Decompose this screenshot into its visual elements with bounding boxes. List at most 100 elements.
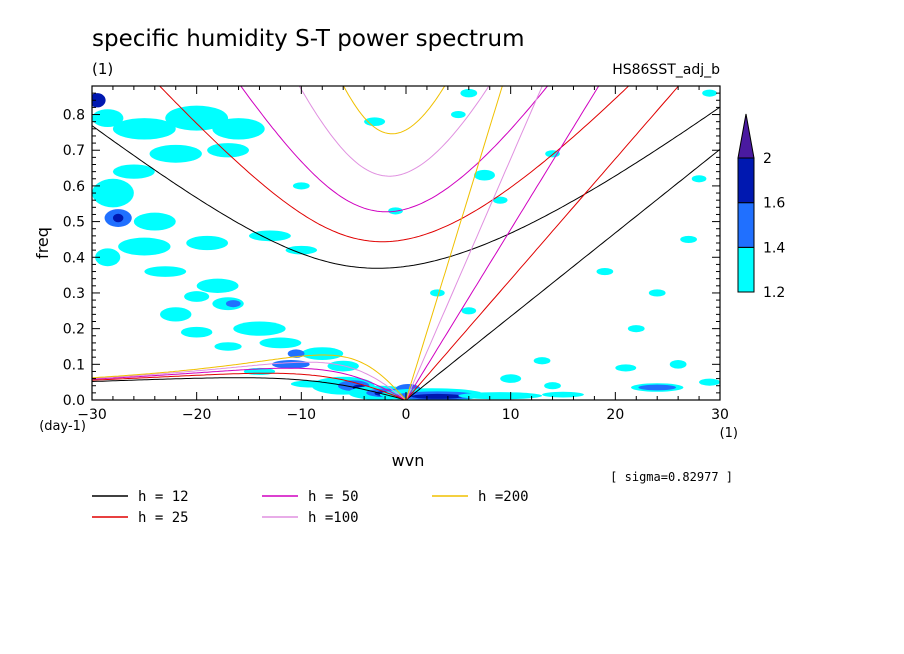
legend-label: h = 50 (308, 489, 359, 505)
contour-blob-46 (544, 382, 561, 390)
chart-subtitle-left: (1) (92, 60, 113, 78)
colorbar-label: 1.4 (763, 240, 785, 256)
rossby-curve-h12 (92, 377, 407, 400)
contour-blob-13 (95, 248, 121, 267)
colorbar-label: 1.2 (763, 285, 785, 301)
chart-title: specific humidity S-T power spectrum (92, 26, 524, 52)
contour-blob-7 (112, 164, 155, 179)
kelvin-curve-h25 (405, 86, 680, 400)
x-tick-label: 20 (606, 407, 624, 423)
contour-blob-42 (411, 393, 464, 399)
plot-frame (91, 85, 721, 401)
contour-blob-61 (451, 110, 466, 119)
contour-blob-55 (596, 267, 614, 276)
y-tick-label: 0.0 (63, 393, 85, 409)
x-tick-label: −20 (182, 407, 212, 423)
contour-blob-57 (461, 307, 477, 315)
contour-blob-64 (292, 182, 310, 190)
contour-blob-12 (118, 237, 171, 256)
contour-blob-51 (669, 360, 687, 369)
x-tick-label: 10 (502, 407, 520, 423)
chart-subtitle-right: HS86SST_adj_b (612, 62, 720, 78)
contour-blob-20 (196, 278, 239, 293)
sigma-note: [ sigma=0.82977 ] (610, 470, 733, 484)
contour-blob-27 (301, 347, 344, 361)
y-tick-label: 0.5 (63, 215, 85, 231)
legend-label: h = 12 (138, 489, 189, 505)
contour-blob-65 (691, 175, 707, 183)
contour-blob-2 (112, 118, 176, 140)
ig-curve-h12 (92, 106, 720, 269)
legend-label: h =200 (478, 489, 529, 505)
contour-blob-26 (259, 337, 302, 349)
contour-blob-15 (186, 235, 229, 251)
colorbar-box-1 (737, 202, 755, 248)
colorbar-label: 1.6 (763, 196, 785, 212)
contour-blob-56 (680, 235, 697, 244)
contour-blob-58 (430, 289, 445, 297)
kelvin-curve-h200 (405, 86, 503, 400)
axis-ticks: −30 −20 −10 0 10 20 30 0.0 0.1 0.2 0.3 0.4 0.5 0.6 0.7… (63, 86, 729, 423)
kelvin-curve-h50 (405, 86, 600, 400)
colorbar-box-2 (737, 157, 755, 204)
contour-blob-6 (207, 143, 249, 158)
contour-blob-22 (225, 300, 241, 308)
contour-blob-44 (542, 391, 584, 398)
contour-blob-19 (184, 291, 210, 302)
contour-blob-50 (615, 364, 637, 372)
contour-blob-3 (165, 105, 229, 131)
contour-blob-59 (474, 169, 495, 181)
y-tick-label: 0.8 (63, 108, 85, 124)
contour-blob-54 (648, 289, 666, 297)
contour-blob-14 (144, 266, 187, 277)
contour-blob-8 (92, 178, 134, 208)
contour-blob-62 (460, 88, 478, 98)
rossby-curve-h25 (92, 372, 407, 400)
contour-blob-0 (92, 93, 106, 108)
ig-curve-h50 (240, 86, 549, 213)
contour-blob-10 (112, 213, 124, 223)
y-tick-label: 0.6 (63, 179, 85, 195)
colorbar-label: 2 (763, 151, 772, 167)
ig-curve-h200 (343, 86, 446, 135)
y-tick-label: 0.4 (63, 250, 85, 266)
contour-blob-24 (233, 321, 286, 336)
x-tick-label: −10 (287, 407, 317, 423)
contour-blob-25 (214, 342, 242, 351)
legend-label: h =100 (308, 510, 359, 526)
contour-blob-1 (92, 109, 124, 128)
contour-blob-43 (458, 392, 543, 400)
contour-blob-18 (160, 307, 192, 322)
legend: h = 12 h = 25 h = 50 h =100 h =200 (92, 489, 529, 526)
kelvin-curve-h12 (405, 148, 720, 400)
contour-blob-5 (149, 144, 202, 163)
contour-blob-49 (699, 378, 720, 386)
y-tick-label: 0.1 (63, 357, 85, 373)
contour-blob-60 (492, 196, 508, 204)
contour-blob-17 (285, 245, 318, 255)
rossby-curve-h100 (92, 361, 407, 400)
y-axis-unit: (day-1) (39, 419, 86, 434)
colorbar-extend-triangle (737, 113, 755, 159)
rossby-curve-h50 (92, 367, 407, 400)
x-tick-label: −30 (77, 407, 107, 423)
contour-blob-29 (272, 360, 310, 369)
y-tick-label: 0.2 (63, 322, 85, 338)
contour-blob-52 (533, 357, 551, 365)
ig-curve-h25 (158, 86, 630, 243)
contour-blob-48 (638, 384, 677, 391)
contour-fill-layer (92, 88, 720, 400)
dispersion-curve-layer (92, 86, 720, 400)
x-tick-label: 30 (711, 407, 729, 423)
x-tick-label: 0 (402, 407, 411, 423)
contour-blob-4 (212, 118, 265, 140)
x-axis-unit: (1) (720, 426, 738, 441)
legend-label: h = 25 (138, 510, 189, 526)
contour-blob-23 (180, 326, 213, 338)
rossby-curve-h200 (92, 354, 407, 400)
contour-blob-28 (287, 349, 305, 358)
contour-blob-45 (500, 374, 522, 383)
colorbar-box-0 (737, 246, 755, 293)
contour-blob-16 (248, 230, 291, 242)
